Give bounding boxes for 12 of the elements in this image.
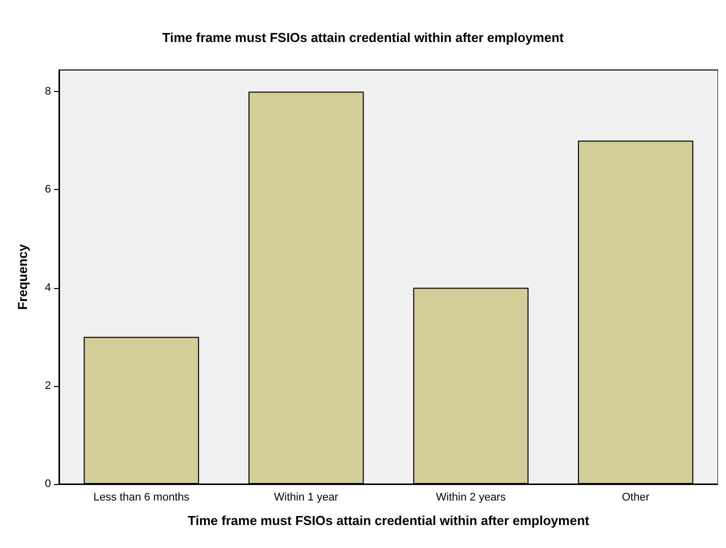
x-tick-label: Within 1 year bbox=[274, 492, 339, 504]
x-tick-label: Within 2 years bbox=[436, 492, 506, 504]
chart-title: Time frame must FSIOs attain credential within after employment bbox=[162, 30, 564, 45]
y-tick-label: 6 bbox=[44, 184, 51, 196]
y-tick-label: 0 bbox=[44, 478, 51, 490]
y-tick-label: 2 bbox=[44, 380, 51, 392]
y-tick-label: 8 bbox=[44, 86, 51, 98]
y-axis-title: Frequency bbox=[15, 243, 30, 310]
x-axis-title: Time frame must FSIOs attain credential within after employment bbox=[188, 513, 590, 528]
x-tick-label: Less than 6 months bbox=[93, 492, 190, 504]
x-tick-label: Other bbox=[622, 492, 650, 504]
y-tick-label: 4 bbox=[44, 282, 51, 294]
